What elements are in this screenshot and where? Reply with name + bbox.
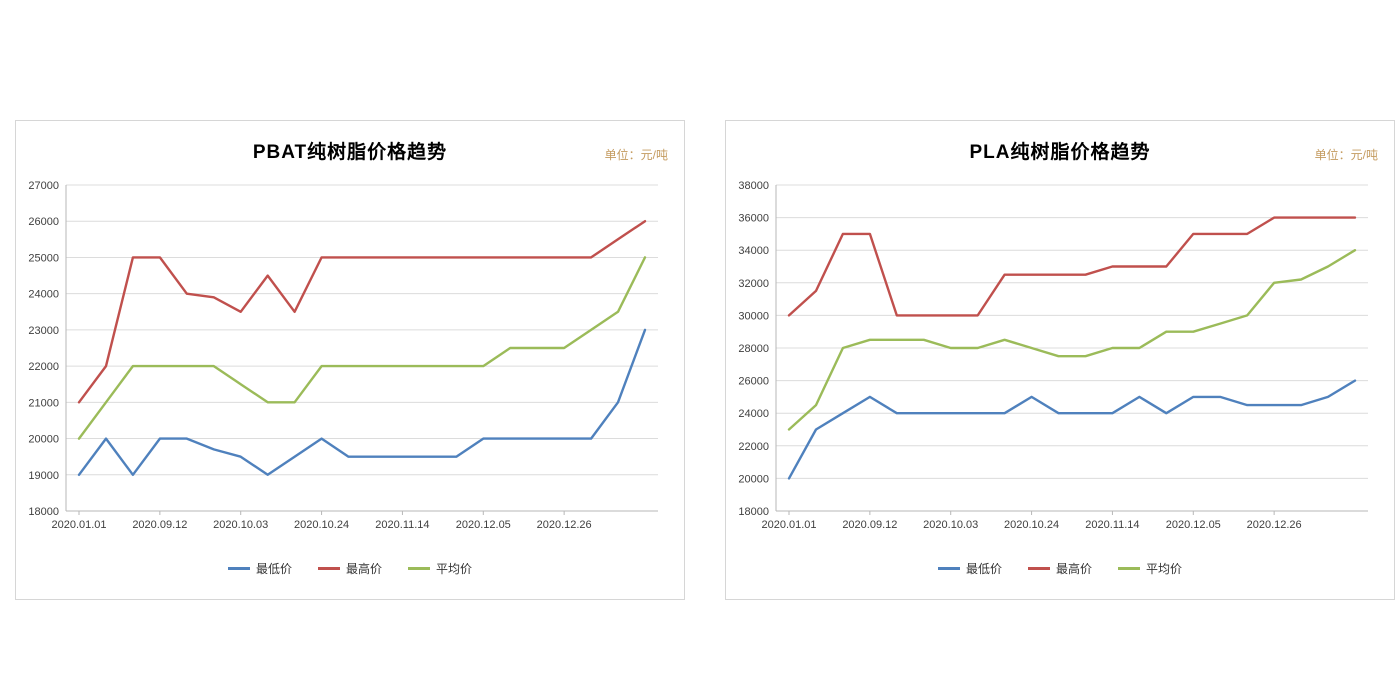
legend-swatch-average-price <box>408 567 430 570</box>
svg-text:24000: 24000 <box>738 408 769 420</box>
svg-text:18000: 18000 <box>28 506 59 518</box>
svg-text:2020.12.26: 2020.12.26 <box>537 519 592 531</box>
legend-item-lowest-price: 最低价 <box>937 560 1002 577</box>
svg-text:2020.10.03: 2020.10.03 <box>923 519 978 531</box>
svg-text:23000: 23000 <box>28 325 59 337</box>
chart-legend: 最低价 最高价 平均价 <box>16 560 684 577</box>
unit-label: 单位：元/吨 <box>1314 148 1378 162</box>
svg-text:20000: 20000 <box>28 434 59 446</box>
legend-item-lowest-price: 最低价 <box>227 560 292 577</box>
legend-swatch-average-price <box>1118 567 1140 570</box>
svg-text:2020.10.24: 2020.10.24 <box>294 519 349 531</box>
svg-text:2020.11.14: 2020.11.14 <box>375 519 429 531</box>
svg-text:2020.12.05: 2020.12.05 <box>1166 519 1221 531</box>
svg-text:36000: 36000 <box>738 213 769 225</box>
svg-text:25000: 25000 <box>28 252 59 264</box>
legend-swatch-lowest-price <box>937 567 960 570</box>
legend-label: 最高价 <box>1055 562 1092 576</box>
legend-label: 最低价 <box>255 562 292 576</box>
svg-text:2020.01.01: 2020.01.01 <box>761 519 816 531</box>
legend-item-average-price: 平均价 <box>1118 560 1182 577</box>
svg-text:2020.10.24: 2020.10.24 <box>1004 519 1059 531</box>
svg-text:19000: 19000 <box>28 470 59 482</box>
legend-item-average-price: 平均价 <box>408 560 472 577</box>
svg-text:2020.01.01: 2020.01.01 <box>51 519 106 531</box>
svg-text:2020.12.26: 2020.12.26 <box>1247 519 1302 531</box>
svg-text:30000: 30000 <box>738 310 769 322</box>
svg-text:22000: 22000 <box>738 441 769 453</box>
svg-text:2020.10.03: 2020.10.03 <box>213 519 268 531</box>
chart-legend: 最低价 最高价 平均价 <box>726 560 1394 577</box>
legend-swatch-lowest-price <box>227 567 250 570</box>
svg-text:32000: 32000 <box>738 278 769 290</box>
chart-title: PLA纯树脂价格趋势 <box>969 142 1151 163</box>
svg-text:27000: 27000 <box>28 180 59 192</box>
legend-item-highest-price: 最高价 <box>317 560 382 577</box>
legend-label: 平均价 <box>436 562 473 576</box>
svg-text:34000: 34000 <box>738 245 769 257</box>
legend-item-highest-price: 最高价 <box>1027 560 1092 577</box>
svg-text:2020.11.14: 2020.11.14 <box>1085 519 1139 531</box>
legend-swatch-highest-price <box>317 567 340 570</box>
svg-text:2020.12.05: 2020.12.05 <box>456 519 511 531</box>
svg-text:2020.09.12: 2020.09.12 <box>842 519 897 531</box>
legend-label: 平均价 <box>1146 562 1183 576</box>
svg-text:28000: 28000 <box>738 343 769 355</box>
svg-text:21000: 21000 <box>28 397 59 409</box>
pla-line-chart: 18000 20000 22000 24000 26000 28000 30000 32000… <box>738 180 1368 531</box>
legend-swatch-highest-price <box>1027 567 1050 570</box>
unit-label: 单位：元/吨 <box>604 148 668 162</box>
legend-label: 最高价 <box>345 562 382 576</box>
svg-text:22000: 22000 <box>28 361 59 373</box>
chart-title: PBAT纯树脂价格趋势 <box>252 142 448 163</box>
svg-text:24000: 24000 <box>28 289 59 301</box>
svg-text:26000: 26000 <box>738 376 769 388</box>
svg-text:20000: 20000 <box>738 473 769 485</box>
svg-text:2020.09.12: 2020.09.12 <box>132 519 187 531</box>
legend-label: 最低价 <box>965 562 1002 576</box>
pbat-line-chart: 18000 19000 20000 21000 22000 23000 24000 25000… <box>28 180 658 531</box>
pla-chart-panel: 18000 20000 22000 24000 26000 28000 30000 32000… <box>725 120 1395 600</box>
svg-text:26000: 26000 <box>28 216 59 228</box>
svg-text:38000: 38000 <box>738 180 769 192</box>
pbat-chart-panel: 18000 19000 20000 21000 22000 23000 24000 25000… <box>15 120 685 600</box>
svg-text:18000: 18000 <box>738 506 769 518</box>
